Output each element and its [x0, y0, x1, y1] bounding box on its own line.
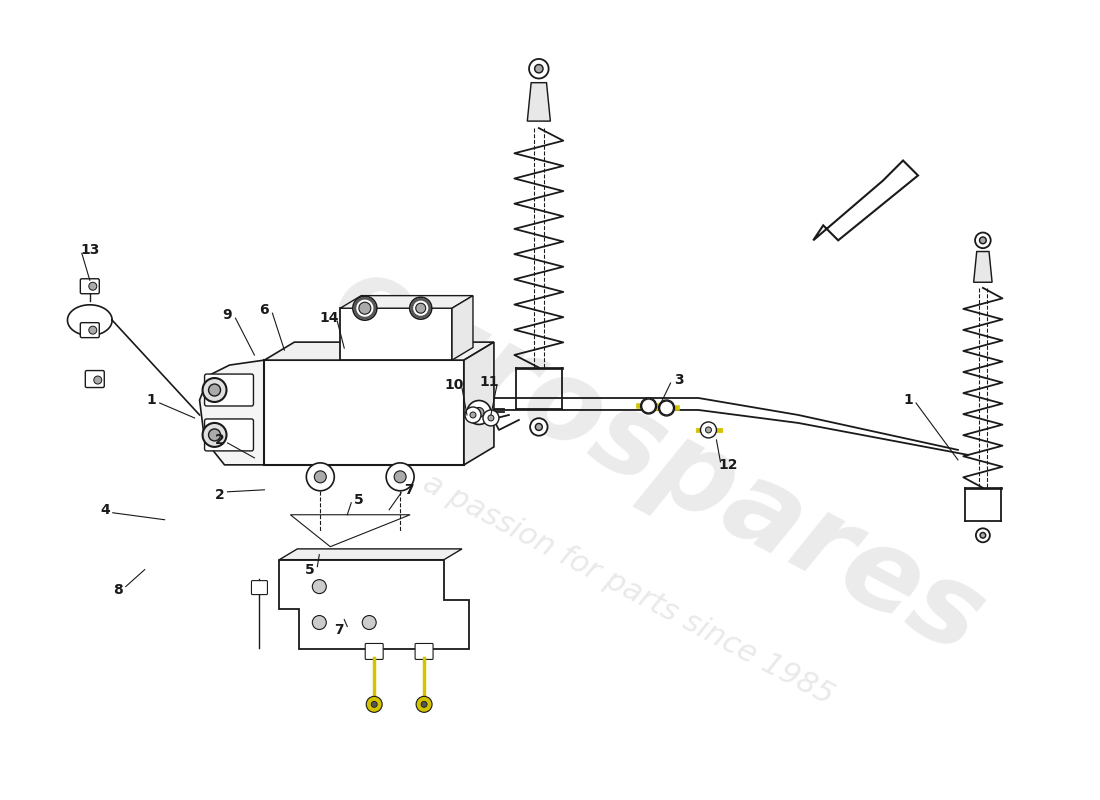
Text: 1: 1	[146, 393, 156, 407]
Text: 1: 1	[903, 393, 913, 407]
Circle shape	[209, 384, 220, 396]
Circle shape	[89, 326, 97, 334]
FancyBboxPatch shape	[86, 370, 104, 387]
Circle shape	[362, 615, 376, 630]
Text: 11: 11	[480, 375, 498, 389]
Circle shape	[315, 471, 327, 483]
Circle shape	[312, 615, 327, 630]
Text: 4: 4	[100, 502, 110, 517]
Circle shape	[529, 59, 549, 78]
Text: 8: 8	[113, 582, 122, 597]
Circle shape	[312, 580, 327, 594]
Circle shape	[705, 427, 712, 433]
Text: 12: 12	[718, 458, 738, 472]
Circle shape	[202, 378, 227, 402]
FancyBboxPatch shape	[415, 643, 433, 659]
Text: 6: 6	[260, 303, 270, 317]
Text: eurospares: eurospares	[315, 242, 1002, 678]
Circle shape	[202, 423, 227, 447]
FancyBboxPatch shape	[365, 643, 383, 659]
Text: 5: 5	[305, 562, 315, 577]
Circle shape	[536, 423, 542, 430]
Circle shape	[366, 696, 382, 712]
Text: 7: 7	[334, 622, 344, 637]
Text: 2: 2	[214, 433, 224, 447]
Polygon shape	[452, 296, 473, 360]
Circle shape	[410, 298, 431, 319]
FancyBboxPatch shape	[205, 374, 253, 406]
Circle shape	[701, 422, 716, 438]
FancyBboxPatch shape	[80, 322, 99, 338]
Circle shape	[488, 415, 494, 421]
Text: 3: 3	[673, 373, 683, 387]
Circle shape	[421, 702, 427, 707]
Circle shape	[94, 376, 102, 384]
Circle shape	[89, 282, 97, 290]
Circle shape	[386, 463, 414, 491]
Text: 14: 14	[319, 311, 339, 325]
Circle shape	[359, 302, 371, 314]
Circle shape	[640, 398, 657, 414]
Text: 10: 10	[444, 378, 464, 392]
Circle shape	[474, 407, 484, 418]
Circle shape	[470, 412, 476, 418]
Circle shape	[979, 237, 987, 244]
Polygon shape	[264, 342, 494, 360]
Text: 2: 2	[214, 488, 224, 502]
Circle shape	[468, 401, 491, 425]
Polygon shape	[464, 342, 494, 465]
Circle shape	[394, 471, 406, 483]
Circle shape	[975, 233, 991, 248]
Circle shape	[976, 528, 990, 542]
Circle shape	[416, 696, 432, 712]
Polygon shape	[813, 161, 918, 240]
Polygon shape	[527, 82, 550, 121]
FancyBboxPatch shape	[252, 581, 267, 594]
FancyBboxPatch shape	[340, 308, 452, 360]
Circle shape	[306, 463, 334, 491]
Circle shape	[465, 407, 481, 423]
Text: 7: 7	[405, 483, 414, 497]
Circle shape	[353, 296, 377, 320]
Text: 9: 9	[222, 308, 232, 322]
FancyBboxPatch shape	[264, 360, 464, 465]
Text: 13: 13	[80, 243, 99, 258]
FancyBboxPatch shape	[205, 419, 253, 451]
FancyBboxPatch shape	[80, 278, 99, 294]
Circle shape	[659, 400, 674, 416]
Polygon shape	[279, 560, 469, 650]
Circle shape	[416, 303, 426, 313]
Circle shape	[535, 65, 543, 73]
Polygon shape	[199, 360, 264, 465]
Circle shape	[209, 429, 220, 441]
Circle shape	[371, 702, 377, 707]
Text: a passion for parts since 1985: a passion for parts since 1985	[418, 469, 839, 710]
Polygon shape	[279, 549, 462, 560]
Circle shape	[530, 418, 548, 436]
Polygon shape	[340, 296, 473, 308]
Circle shape	[980, 533, 986, 538]
Polygon shape	[974, 251, 992, 282]
Circle shape	[483, 410, 499, 426]
Text: 5: 5	[354, 493, 364, 506]
